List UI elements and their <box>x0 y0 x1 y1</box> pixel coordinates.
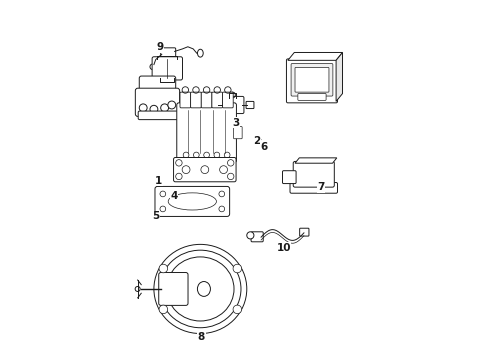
FancyBboxPatch shape <box>180 92 191 108</box>
FancyBboxPatch shape <box>212 92 222 108</box>
FancyBboxPatch shape <box>152 57 182 80</box>
Text: 9: 9 <box>156 42 164 52</box>
FancyBboxPatch shape <box>298 94 326 100</box>
Circle shape <box>135 287 140 292</box>
FancyBboxPatch shape <box>287 59 338 103</box>
Text: 7: 7 <box>317 182 324 192</box>
Text: 2: 2 <box>253 136 261 147</box>
FancyBboxPatch shape <box>177 103 237 162</box>
FancyBboxPatch shape <box>246 102 254 109</box>
Circle shape <box>168 101 176 109</box>
Polygon shape <box>288 53 343 60</box>
FancyBboxPatch shape <box>173 157 236 182</box>
Circle shape <box>161 104 169 112</box>
FancyBboxPatch shape <box>293 161 334 187</box>
FancyBboxPatch shape <box>211 102 219 109</box>
Polygon shape <box>295 158 337 163</box>
FancyBboxPatch shape <box>222 92 233 108</box>
FancyBboxPatch shape <box>201 92 212 108</box>
Circle shape <box>159 264 168 273</box>
Ellipse shape <box>160 250 241 328</box>
FancyBboxPatch shape <box>139 76 176 95</box>
Text: 3: 3 <box>232 118 239 128</box>
Circle shape <box>159 305 168 314</box>
Circle shape <box>247 232 254 239</box>
Text: 6: 6 <box>260 142 268 152</box>
FancyBboxPatch shape <box>138 111 178 120</box>
Text: 1: 1 <box>155 176 162 186</box>
Text: 5: 5 <box>152 211 159 221</box>
Ellipse shape <box>154 244 247 333</box>
Text: 8: 8 <box>198 332 205 342</box>
FancyBboxPatch shape <box>191 92 201 108</box>
Circle shape <box>233 264 242 273</box>
Polygon shape <box>336 53 343 102</box>
FancyBboxPatch shape <box>300 228 309 236</box>
FancyBboxPatch shape <box>290 183 338 193</box>
FancyBboxPatch shape <box>221 96 244 113</box>
Circle shape <box>233 305 242 314</box>
FancyBboxPatch shape <box>161 48 176 59</box>
FancyBboxPatch shape <box>251 232 263 242</box>
Ellipse shape <box>197 282 210 296</box>
Circle shape <box>150 105 158 113</box>
FancyBboxPatch shape <box>295 67 329 92</box>
FancyBboxPatch shape <box>291 64 333 96</box>
Text: 4: 4 <box>171 191 178 201</box>
Circle shape <box>139 104 147 112</box>
FancyBboxPatch shape <box>234 127 242 139</box>
Text: 10: 10 <box>276 243 291 253</box>
FancyBboxPatch shape <box>135 88 180 116</box>
Ellipse shape <box>167 257 234 321</box>
FancyBboxPatch shape <box>155 186 230 216</box>
FancyBboxPatch shape <box>283 171 296 184</box>
FancyBboxPatch shape <box>159 273 188 305</box>
